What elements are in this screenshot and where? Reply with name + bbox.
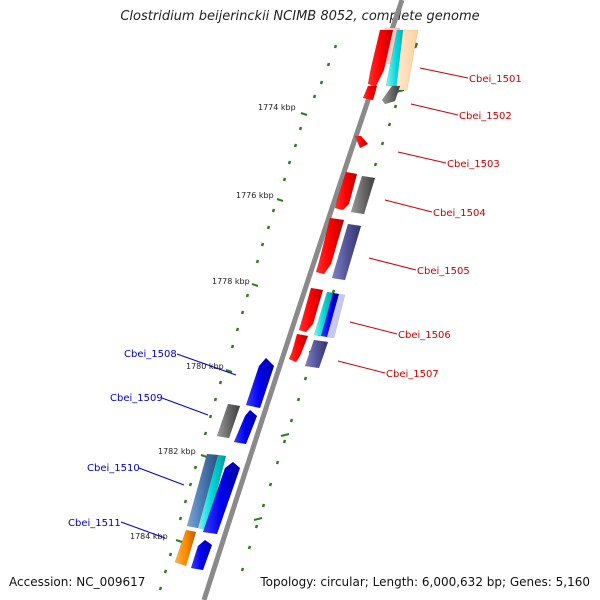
forward-label-leaders xyxy=(337,67,469,374)
feature-1507-purple[interactable] xyxy=(304,339,329,369)
feature-1505-purple[interactable] xyxy=(331,223,362,281)
gene-label-cbei-1511[interactable]: Cbei_1511 xyxy=(68,518,121,529)
feature-1508-cds[interactable] xyxy=(245,357,275,409)
map-title: Clostridium beijerinckii NCIMB 8052, com… xyxy=(120,9,480,24)
reverse-features xyxy=(174,357,275,571)
gene-label-cbei-1504[interactable]: Cbei_1504 xyxy=(433,208,486,219)
gene-label-cbei-1501[interactable]: Cbei_1501 xyxy=(469,74,522,85)
feature-1509-cds[interactable] xyxy=(233,409,258,445)
forward-features xyxy=(288,27,419,369)
feature-1511-orange[interactable] xyxy=(174,529,197,567)
kbp-label-1780: 1780 kbp xyxy=(186,362,224,371)
feature-1501-peach[interactable] xyxy=(395,29,419,91)
feature-1503-cds[interactable] xyxy=(354,135,369,149)
feature-1504-gray[interactable] xyxy=(350,175,376,215)
kbp-label-1782: 1782 kbp xyxy=(158,447,196,456)
feature-1504-cds[interactable] xyxy=(334,171,358,211)
feature-1511-cds[interactable] xyxy=(190,539,213,571)
kbp-label-1784: 1784 kbp xyxy=(130,532,168,541)
gene-label-cbei-1508[interactable]: Cbei_1508 xyxy=(124,349,177,360)
gene-label-cbei-1507[interactable]: Cbei_1507 xyxy=(386,369,439,380)
reverse-label-leaders xyxy=(120,353,237,539)
feature-1507-cds[interactable] xyxy=(288,333,309,363)
kbp-label-1778: 1778 kbp xyxy=(212,277,250,286)
kbp-label-1774: 1774 kbp xyxy=(258,103,296,112)
gene-label-cbei-1510[interactable]: Cbei_1510 xyxy=(87,463,140,474)
feature-1506-cds[interactable] xyxy=(298,287,324,333)
gene-label-cbei-1506[interactable]: Cbei_1506 xyxy=(398,330,451,341)
feature-1509-gray[interactable] xyxy=(216,403,241,439)
gene-label-cbei-1505[interactable]: Cbei_1505 xyxy=(417,266,470,277)
feature-1502-cds[interactable] xyxy=(362,85,378,101)
kbp-label-1776: 1776 kbp xyxy=(236,191,274,200)
feature-1510-cds[interactable] xyxy=(202,461,241,535)
feature-1506-lilac[interactable] xyxy=(326,293,346,339)
gene-label-cbei-1509[interactable]: Cbei_1509 xyxy=(110,393,163,404)
genome-summary-text: Topology: circular; Length: 6,000,632 bp… xyxy=(260,575,590,589)
accession-text: Accession: NC_009617 xyxy=(9,575,146,589)
gene-label-cbei-1502[interactable]: Cbei_1502 xyxy=(459,111,512,122)
gene-label-cbei-1503[interactable]: Cbei_1503 xyxy=(447,159,500,170)
reverse-track xyxy=(158,44,338,591)
feature-1505-cds[interactable] xyxy=(315,217,345,275)
feature-1501-rna[interactable] xyxy=(381,85,401,105)
